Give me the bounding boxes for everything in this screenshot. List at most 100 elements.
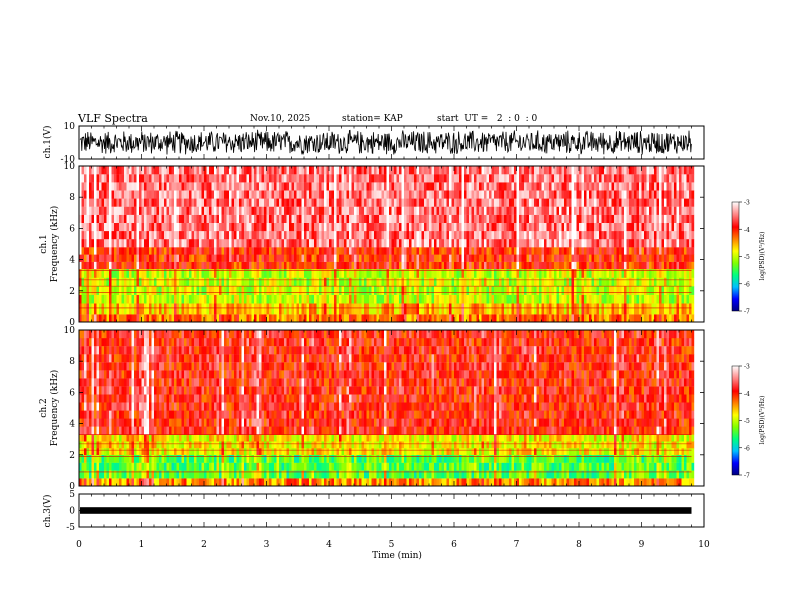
spectrogram-cell: [616, 286, 620, 295]
spectrogram-cell: [409, 239, 412, 248]
spectrogram-cell: [556, 303, 560, 315]
spectrogram-cell: [241, 239, 245, 248]
spectrogram-cell: [89, 402, 92, 411]
spectrogram-cell: [199, 222, 202, 232]
spectrogram-cell: [94, 286, 97, 295]
spectrogram-cell: [559, 314, 562, 323]
spectrogram-cell: [494, 198, 497, 207]
spectrogram-cell: [201, 198, 205, 207]
spectrogram-cell: [366, 190, 370, 199]
spectrogram-cell: [689, 198, 692, 207]
spectrogram-cell: [586, 303, 590, 315]
spectrogram-cell: [94, 346, 97, 355]
spectrogram-cell: [309, 247, 312, 255]
spectrogram-cell: [251, 222, 255, 232]
spectrogram-cell: [86, 174, 90, 183]
spectrogram-cell: [279, 286, 282, 295]
spectrogram-cell: [626, 277, 630, 287]
spectrogram-cell: [536, 182, 540, 191]
spectrogram-cell: [256, 190, 260, 199]
spectrogram-cell: [354, 206, 357, 215]
spectrogram-cell: [431, 206, 435, 215]
spectrogram-cell: [94, 441, 97, 449]
spectrogram-cell: [481, 198, 485, 207]
spectrogram-cell: [359, 303, 362, 315]
spectrogram-cell: [99, 478, 102, 487]
spectrogram-cell: [84, 448, 87, 455]
spectrogram-cell: [91, 410, 95, 419]
spectrogram-cell: [596, 230, 600, 240]
spectrogram-cell: [186, 166, 190, 175]
spectrogram-cell: [124, 214, 127, 223]
spectrogram-cell: [304, 206, 307, 215]
spectrogram-cell: [646, 247, 650, 255]
spectrogram-cell: [364, 166, 367, 175]
spectrogram-cell: [574, 230, 577, 240]
spectrogram-cell: [616, 214, 620, 223]
spectrogram-cell: [676, 254, 680, 262]
spectrogram-cell: [371, 303, 375, 315]
spectrogram-cell: [371, 214, 375, 223]
spectrogram-cell: [411, 239, 415, 248]
spectrogram-cell: [149, 303, 152, 315]
spectrogram-cell: [416, 190, 420, 199]
spectrogram-cell: [109, 166, 112, 175]
spectrogram-cell: [654, 222, 657, 232]
spectrogram-ytick-label: 4: [69, 256, 75, 266]
spectrogram-cell: [624, 269, 627, 278]
spectrogram-cell: [169, 182, 172, 191]
spectrogram-cell: [336, 230, 340, 240]
spectrogram-cell: [219, 166, 222, 175]
spectrogram-cell: [409, 269, 412, 278]
spectrogram-cell: [374, 314, 377, 323]
spectrogram-cell: [389, 286, 392, 295]
spectrogram-cell: [571, 182, 575, 191]
spectrogram-cell: [286, 239, 290, 248]
spectrogram-cell: [259, 166, 262, 175]
spectrogram-cell: [146, 269, 150, 278]
spectrogram-cell: [459, 182, 462, 191]
spectrogram-cell: [321, 214, 325, 223]
spectrogram-cell: [209, 277, 212, 287]
spectrogram-cell: [149, 314, 152, 323]
spectrogram-cell: [224, 182, 227, 191]
spectrogram-cell: [629, 182, 632, 191]
spectrogram-cell: [176, 222, 180, 232]
spectrogram-cell: [476, 303, 480, 315]
spectrogram-cell: [524, 286, 527, 295]
spectrogram-cell: [461, 247, 465, 255]
spectrogram-cell: [534, 230, 537, 240]
spectrogram-cell: [234, 206, 237, 215]
spectrogram-cell: [86, 239, 90, 248]
spectrogram-cell: [381, 261, 385, 270]
spectrogram-cell: [144, 182, 147, 191]
spectrogram-cell: [109, 448, 112, 455]
spectrogram-cell: [536, 277, 540, 287]
spectrogram-cell: [291, 303, 295, 315]
spectrogram-cell: [679, 198, 682, 207]
spectrogram-cell: [451, 247, 455, 255]
spectrogram-cell: [179, 214, 182, 223]
spectrogram-cell: [306, 206, 310, 215]
spectrogram-cell: [684, 190, 687, 199]
spectrogram-cell: [539, 190, 542, 199]
spectrogram-cell: [351, 277, 355, 287]
spectrogram-cell: [516, 239, 520, 248]
spectrogram-cell: [271, 190, 275, 199]
spectrogram-cell: [611, 214, 615, 223]
spectrogram-cell: [561, 277, 565, 287]
spectrogram-cell: [256, 166, 260, 175]
spectrogram-cell: [506, 182, 510, 191]
spectrogram-cell: [304, 294, 307, 304]
spectrogram-cell: [206, 190, 210, 199]
spectrogram-cell: [416, 247, 420, 255]
spectrogram-cell: [446, 294, 450, 304]
spectrogram-cell: [441, 222, 445, 232]
spectrogram-cell: [351, 239, 355, 248]
spectrogram-cell: [641, 277, 645, 287]
spectrogram-cell: [376, 303, 380, 315]
spectrogram-cell: [379, 277, 382, 287]
spectrogram-cell: [604, 190, 607, 199]
spectrogram-cell: [321, 239, 325, 248]
spectrogram-cell: [389, 190, 392, 199]
